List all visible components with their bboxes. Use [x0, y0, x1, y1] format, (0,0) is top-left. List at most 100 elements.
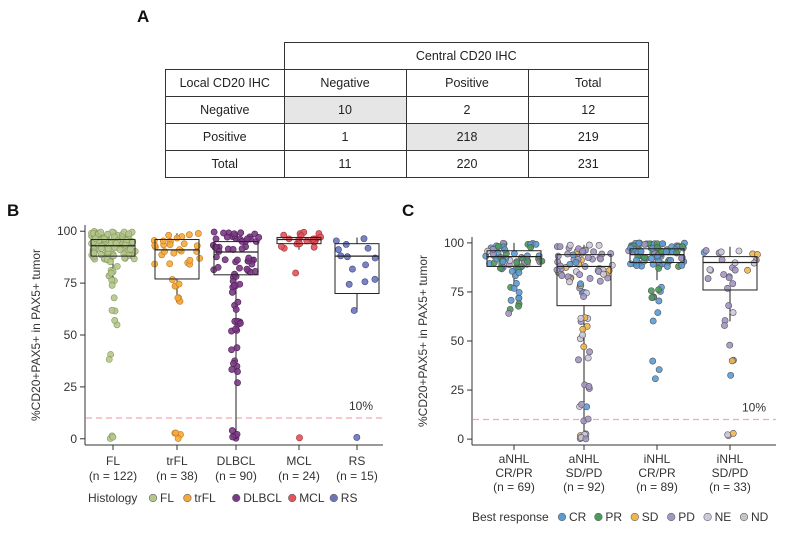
data-point	[234, 368, 241, 375]
box-iqr	[556, 254, 612, 307]
data-point	[654, 309, 662, 317]
legend-label: CR	[569, 510, 587, 524]
chart-panel-c: 0 25 50 75 100 %CD20+PAX5+ in PAX5+ tumor 10% a…	[416, 236, 776, 524]
data-point	[292, 269, 300, 277]
data-point	[362, 261, 369, 269]
data-point	[232, 306, 240, 313]
data-point	[585, 241, 593, 249]
data-point	[174, 294, 182, 302]
data-point	[651, 375, 659, 383]
x-tick-label-response: CR/PR	[495, 466, 533, 480]
ihc-concordance-table: Central CD20 IHC Local CD20 IHC Negative…	[165, 42, 649, 178]
data-point	[353, 434, 361, 441]
data-point	[166, 260, 174, 268]
data-point	[121, 241, 129, 249]
data-point	[728, 357, 736, 365]
data-point	[566, 241, 574, 249]
data-point	[364, 244, 372, 252]
legend-swatch	[703, 512, 712, 522]
table-cell: 231	[527, 150, 649, 178]
data-point	[499, 258, 507, 266]
data-point	[165, 231, 173, 239]
chart-panel-b: 0 25 50 75 100 %CD20+PAX5+ in PAX5+ tumor 10% F…	[29, 224, 383, 505]
data-point	[361, 278, 369, 286]
table-cell: 2	[405, 96, 529, 124]
table-cell: 11	[283, 150, 407, 178]
legend-label: RS	[341, 491, 358, 505]
data-point	[172, 429, 180, 437]
x-tick-n-label: (n = 69)	[493, 480, 535, 494]
data-point	[350, 307, 358, 314]
data-point	[648, 294, 656, 301]
y-tick-label: 25	[451, 383, 465, 397]
legend-swatch	[739, 512, 749, 522]
data-point	[105, 245, 112, 253]
data-point	[655, 286, 662, 294]
x-tick-label-response: CR/PR	[638, 466, 676, 480]
data-point	[285, 235, 293, 243]
data-point	[725, 274, 733, 282]
box-iqr	[90, 239, 136, 257]
data-point	[596, 277, 604, 285]
x-tick-n-label: (n = 38)	[156, 469, 198, 483]
data-point	[214, 263, 222, 271]
data-point	[513, 259, 521, 267]
x-tick-n-label: (n = 90)	[215, 469, 257, 483]
data-point	[236, 280, 244, 288]
table-cell: 10	[283, 96, 407, 124]
x-tick-n-label: (n = 89)	[636, 480, 678, 494]
table-row-header: Local CD20 IHC	[165, 69, 285, 97]
data-point	[706, 266, 714, 274]
data-point	[720, 271, 728, 278]
data-point	[228, 346, 235, 354]
table-group-header: Central CD20 IHC	[283, 42, 649, 70]
y-axis-title: %CD20+PAX5+ in PAX5+ tumor	[416, 255, 430, 427]
data-point	[515, 288, 523, 296]
data-point	[277, 243, 285, 250]
data-point	[501, 246, 509, 254]
data-point	[579, 331, 587, 339]
data-point	[662, 248, 670, 255]
data-point	[554, 252, 562, 260]
legend-swatch	[667, 512, 676, 522]
data-point	[174, 435, 182, 442]
data-point	[586, 348, 593, 356]
data-point	[111, 317, 119, 324]
x-tick-label: DLBCL	[217, 454, 256, 468]
y-tick-label: 75	[64, 276, 78, 290]
row-label: Positive	[165, 123, 285, 151]
data-point	[580, 343, 588, 351]
data-point	[556, 243, 564, 251]
data-point	[173, 234, 181, 242]
data-point	[649, 357, 657, 365]
data-point	[648, 255, 655, 262]
data-point	[296, 434, 303, 442]
data-point	[237, 319, 244, 327]
data-point	[196, 254, 204, 262]
data-point	[600, 270, 607, 278]
legend-swatch	[594, 512, 603, 522]
data-point	[744, 266, 751, 274]
data-point	[575, 356, 582, 364]
x-tick-n-label: (n = 33)	[709, 480, 751, 494]
data-point	[371, 275, 379, 283]
data-point	[647, 287, 655, 295]
data-point	[180, 240, 188, 248]
data-point	[221, 256, 229, 264]
data-point	[211, 244, 219, 251]
box-iqr	[629, 248, 685, 264]
data-point	[582, 435, 590, 443]
data-point	[166, 241, 174, 248]
data-point	[104, 230, 111, 238]
data-point	[641, 241, 649, 248]
data-point	[234, 298, 242, 306]
data-point	[725, 302, 733, 309]
data-point	[175, 280, 183, 288]
data-point	[515, 269, 523, 276]
data-point	[579, 325, 587, 333]
x-tick-n-label: (n = 15)	[336, 469, 378, 483]
panel-b-letter: B	[7, 201, 20, 220]
legend-label: trFL	[194, 491, 216, 505]
table-row: Positive 1 218 219	[165, 123, 649, 151]
legend-swatch	[148, 493, 158, 503]
